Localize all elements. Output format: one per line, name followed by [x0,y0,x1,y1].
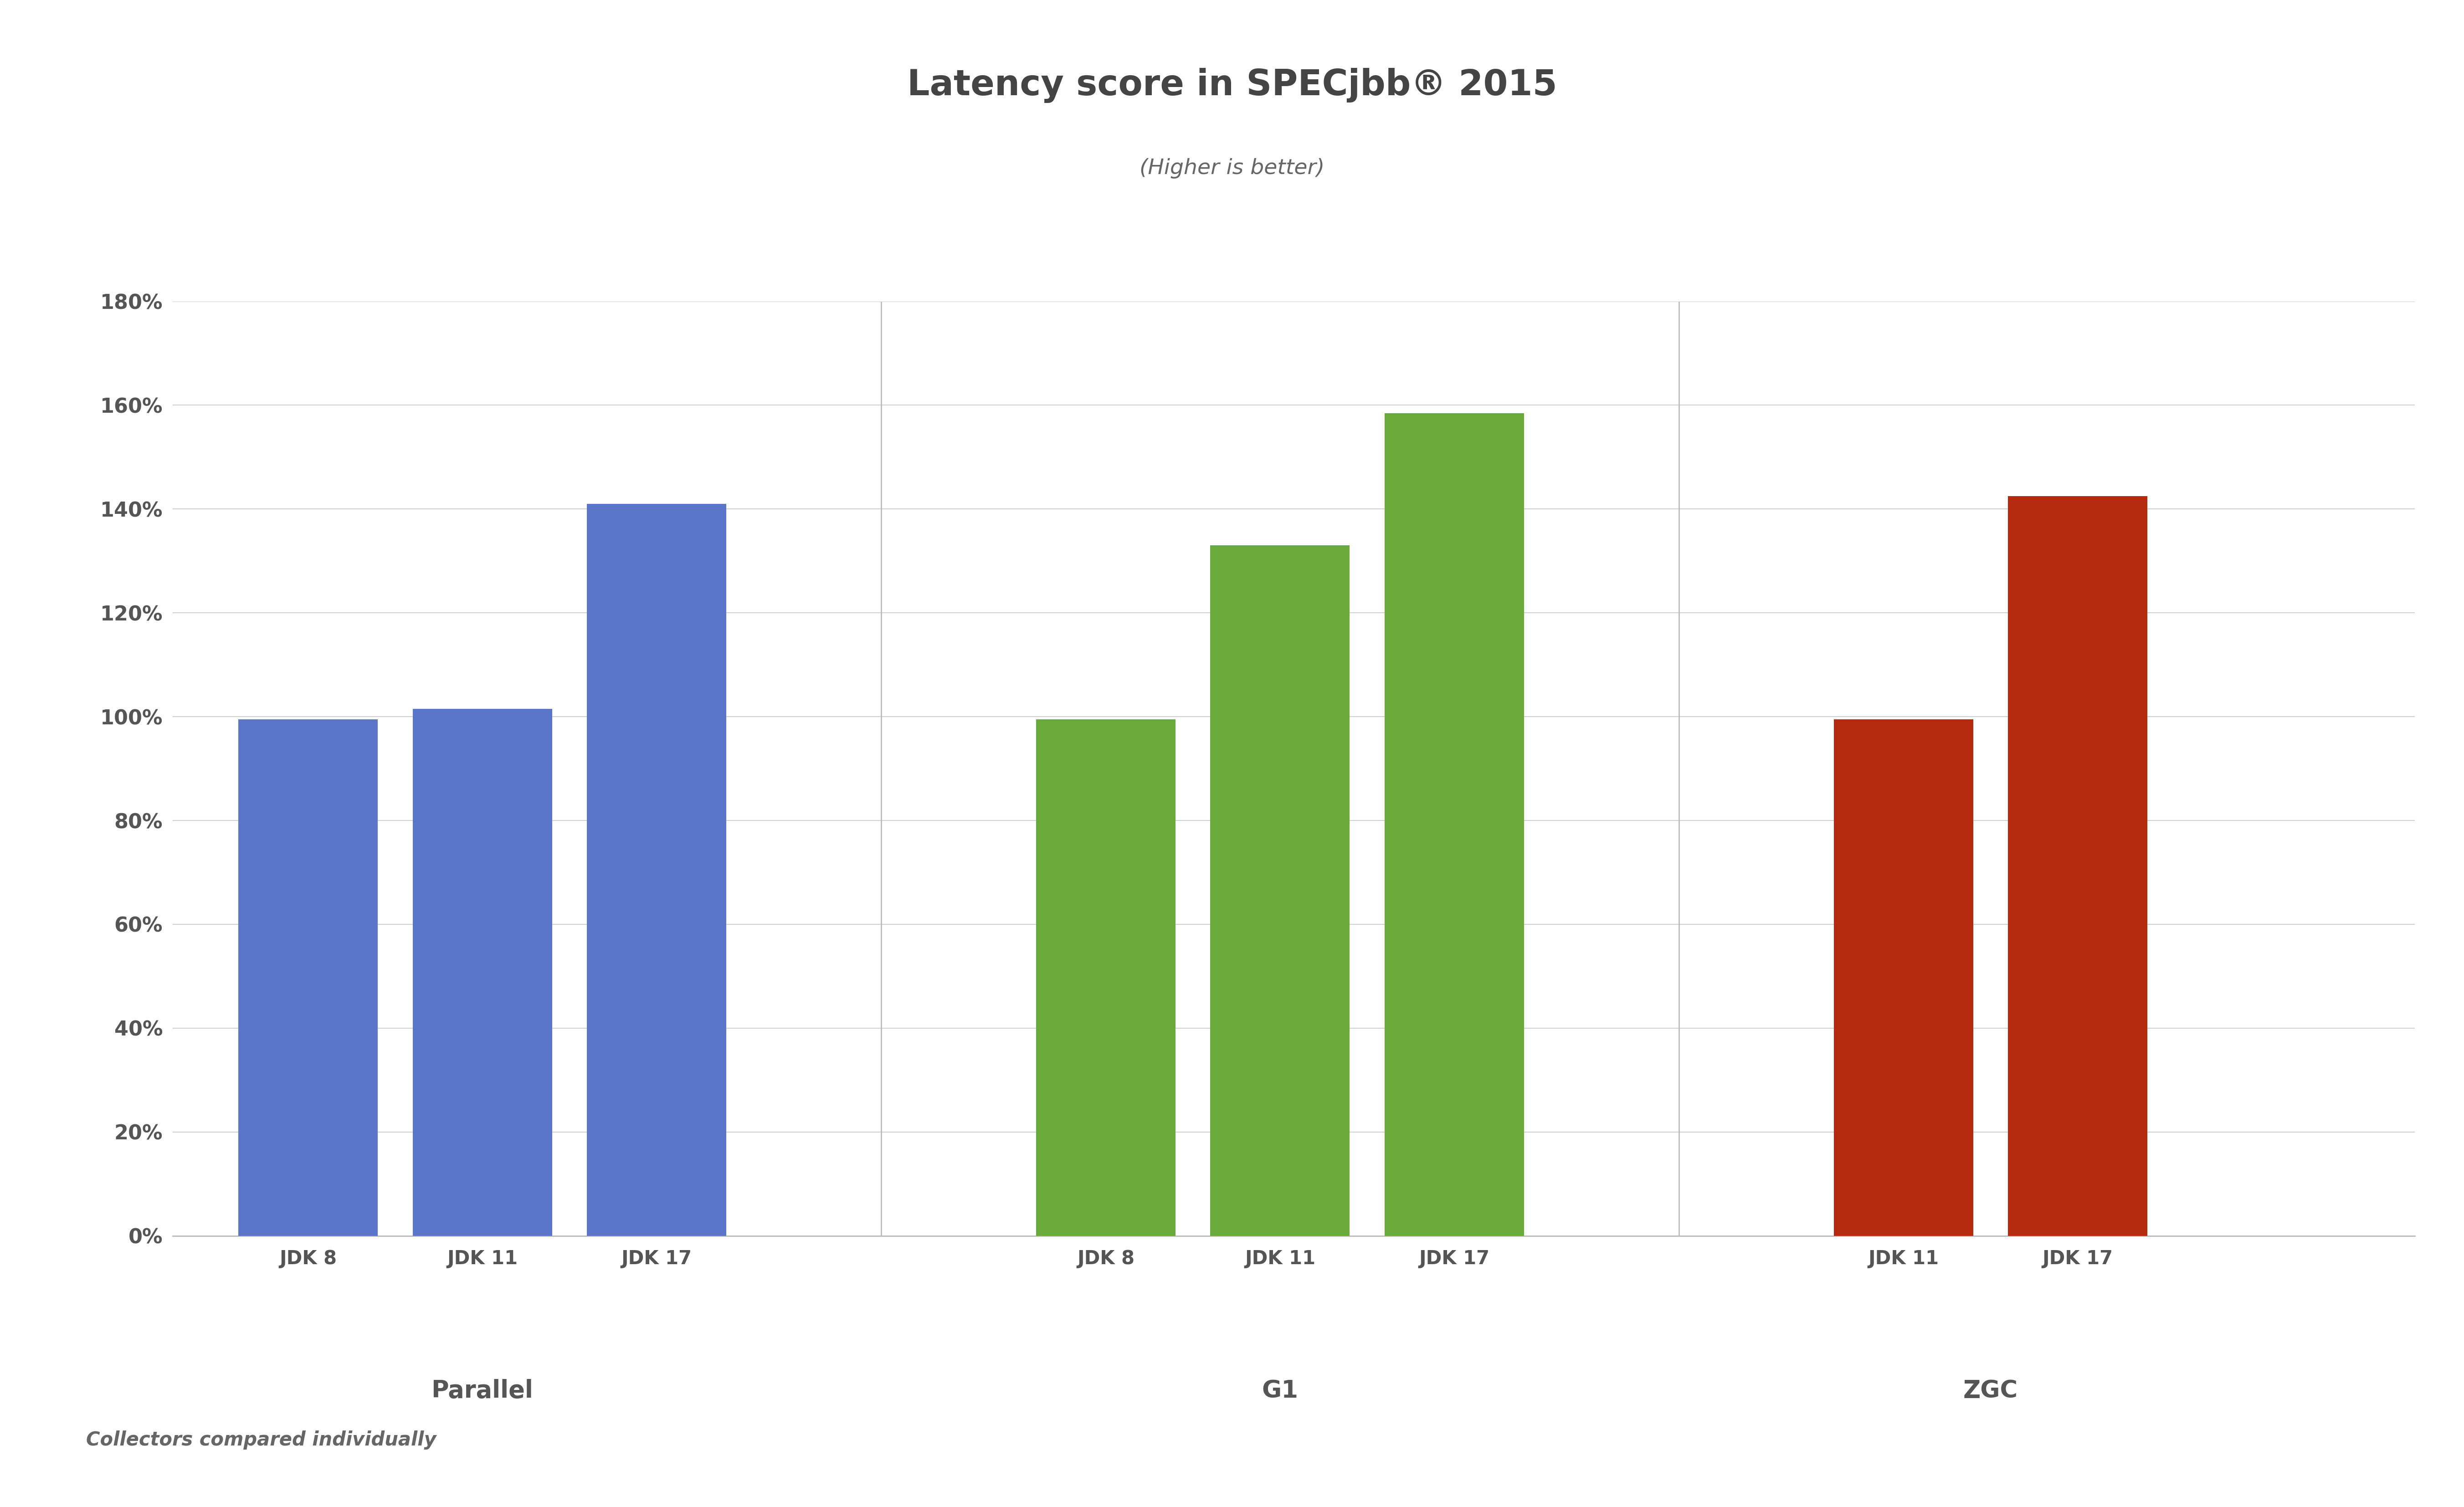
Text: Parallel: Parallel [431,1379,532,1403]
Text: Latency score in SPECjbb® 2015: Latency score in SPECjbb® 2015 [907,68,1557,102]
Text: (Higher is better): (Higher is better) [1138,158,1326,179]
Bar [239,719,377,1236]
Bar [1035,719,1175,1236]
Bar [1210,546,1350,1236]
Bar [586,503,727,1236]
Bar [411,708,552,1236]
Text: ZGC: ZGC [1964,1379,2018,1403]
Bar [2008,496,2149,1236]
Bar [1833,719,1974,1236]
Text: G1: G1 [1262,1379,1299,1403]
Bar [1385,413,1525,1236]
Text: Collectors compared individually: Collectors compared individually [86,1430,436,1450]
